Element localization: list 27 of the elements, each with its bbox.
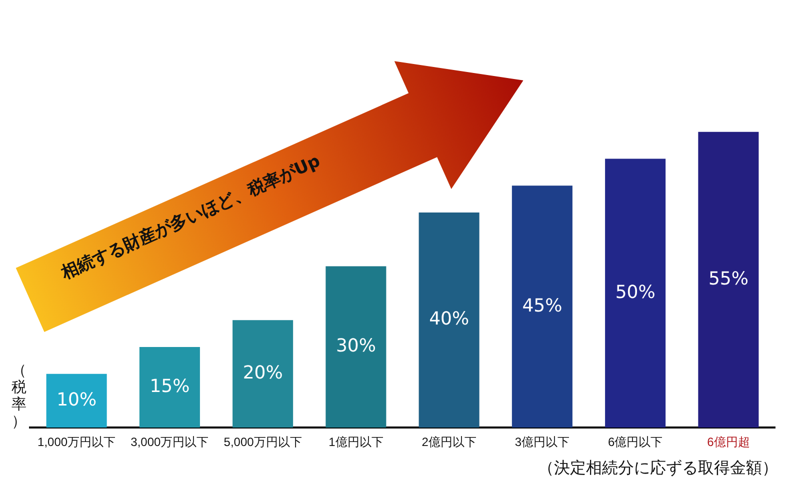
- bar: [698, 132, 759, 428]
- bar: [46, 374, 107, 428]
- bar: [605, 158, 666, 428]
- data-label: 45%: [522, 295, 562, 316]
- x-tick-label: 6億円超: [707, 435, 750, 450]
- x-tick-label: 3,000万円以下: [130, 435, 209, 450]
- bar: [418, 212, 480, 428]
- x-tick-label: 6億円以下: [608, 435, 663, 450]
- bar: [232, 320, 294, 428]
- data-label: 15%: [150, 376, 190, 397]
- x-tick-label: 1,000万円以下: [38, 435, 116, 450]
- data-label: 20%: [242, 362, 283, 384]
- bar: [512, 186, 572, 428]
- bar: [326, 266, 386, 428]
- x-tick-label: 5,000万円以下: [224, 435, 302, 450]
- data-label: 30%: [336, 336, 376, 357]
- annotation: 相続する財産が多いほど、税率がUp: [58, 150, 324, 285]
- x-tick-label: 1億円以下: [328, 435, 384, 450]
- x-tick-label: 2億円以下: [422, 435, 476, 450]
- data-label: 55%: [708, 268, 748, 290]
- x-axis-title: （決定相続分に応ずる取得金額）: [538, 458, 778, 479]
- bar: [139, 346, 200, 428]
- x-tick-label: 3億円以下: [514, 435, 570, 450]
- data-label: 40%: [429, 308, 470, 330]
- data-label: 50%: [615, 282, 656, 303]
- data-label: 10%: [56, 389, 97, 410]
- y-axis-title: （税率）: [10, 361, 28, 430]
